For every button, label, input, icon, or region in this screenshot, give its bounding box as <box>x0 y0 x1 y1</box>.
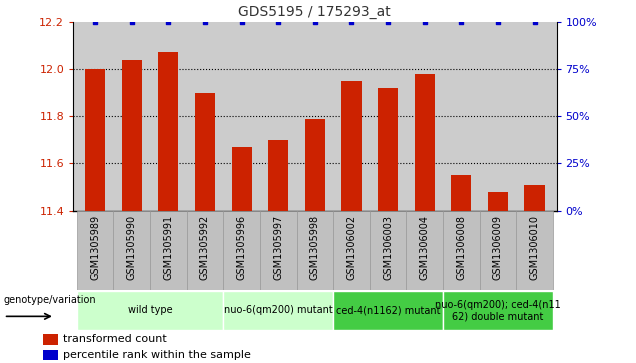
Bar <box>305 119 325 211</box>
FancyBboxPatch shape <box>77 291 223 330</box>
Text: nuo-6(qm200); ced-4(n11
62) double mutant: nuo-6(qm200); ced-4(n11 62) double mutan… <box>435 299 561 321</box>
Text: GSM1305997: GSM1305997 <box>273 215 283 280</box>
Point <box>310 19 320 25</box>
Bar <box>451 175 471 211</box>
Bar <box>378 88 398 211</box>
Bar <box>43 350 58 360</box>
Point <box>200 19 210 25</box>
FancyBboxPatch shape <box>186 211 223 290</box>
Text: GSM1306009: GSM1306009 <box>493 215 503 280</box>
Bar <box>488 192 508 211</box>
Bar <box>342 81 361 211</box>
FancyBboxPatch shape <box>150 211 186 290</box>
Point <box>237 19 247 25</box>
Point <box>383 19 393 25</box>
Text: GSM1306008: GSM1306008 <box>456 215 466 280</box>
Point <box>273 19 283 25</box>
FancyBboxPatch shape <box>296 211 333 290</box>
Point <box>529 19 539 25</box>
FancyBboxPatch shape <box>370 211 406 290</box>
Text: GSM1306003: GSM1306003 <box>383 215 393 280</box>
Text: GSM1306002: GSM1306002 <box>347 215 356 280</box>
Bar <box>268 140 288 211</box>
Bar <box>195 93 215 211</box>
Point <box>90 19 100 25</box>
FancyBboxPatch shape <box>77 211 113 290</box>
FancyBboxPatch shape <box>223 211 260 290</box>
Title: GDS5195 / 175293_at: GDS5195 / 175293_at <box>238 5 391 19</box>
Bar <box>158 52 179 211</box>
Bar <box>525 185 544 211</box>
Point <box>420 19 430 25</box>
FancyBboxPatch shape <box>333 211 370 290</box>
FancyBboxPatch shape <box>443 291 553 330</box>
Text: GSM1305998: GSM1305998 <box>310 215 320 280</box>
Text: percentile rank within the sample: percentile rank within the sample <box>64 350 251 360</box>
Text: genotype/variation: genotype/variation <box>4 295 96 305</box>
FancyBboxPatch shape <box>480 211 516 290</box>
Text: transformed count: transformed count <box>64 334 167 344</box>
Bar <box>232 147 252 211</box>
Bar <box>85 69 105 211</box>
Point <box>456 19 466 25</box>
FancyBboxPatch shape <box>516 211 553 290</box>
Text: GSM1305990: GSM1305990 <box>127 215 137 280</box>
Bar <box>43 334 58 345</box>
FancyBboxPatch shape <box>223 291 333 330</box>
FancyBboxPatch shape <box>333 291 443 330</box>
FancyBboxPatch shape <box>260 211 296 290</box>
Text: GSM1305992: GSM1305992 <box>200 215 210 280</box>
Text: GSM1305996: GSM1305996 <box>237 215 247 280</box>
Point <box>493 19 503 25</box>
Text: nuo-6(qm200) mutant: nuo-6(qm200) mutant <box>224 305 333 315</box>
Text: ced-4(n1162) mutant: ced-4(n1162) mutant <box>336 305 440 315</box>
Point <box>347 19 357 25</box>
Text: GSM1306010: GSM1306010 <box>530 215 539 280</box>
Bar <box>415 74 435 211</box>
Text: wild type: wild type <box>128 305 172 315</box>
Point <box>163 19 174 25</box>
Text: GSM1305991: GSM1305991 <box>163 215 174 280</box>
FancyBboxPatch shape <box>113 211 150 290</box>
Bar <box>121 60 142 211</box>
FancyBboxPatch shape <box>406 211 443 290</box>
Text: GSM1305989: GSM1305989 <box>90 215 100 280</box>
Point <box>127 19 137 25</box>
FancyBboxPatch shape <box>443 211 480 290</box>
Text: GSM1306004: GSM1306004 <box>420 215 430 280</box>
